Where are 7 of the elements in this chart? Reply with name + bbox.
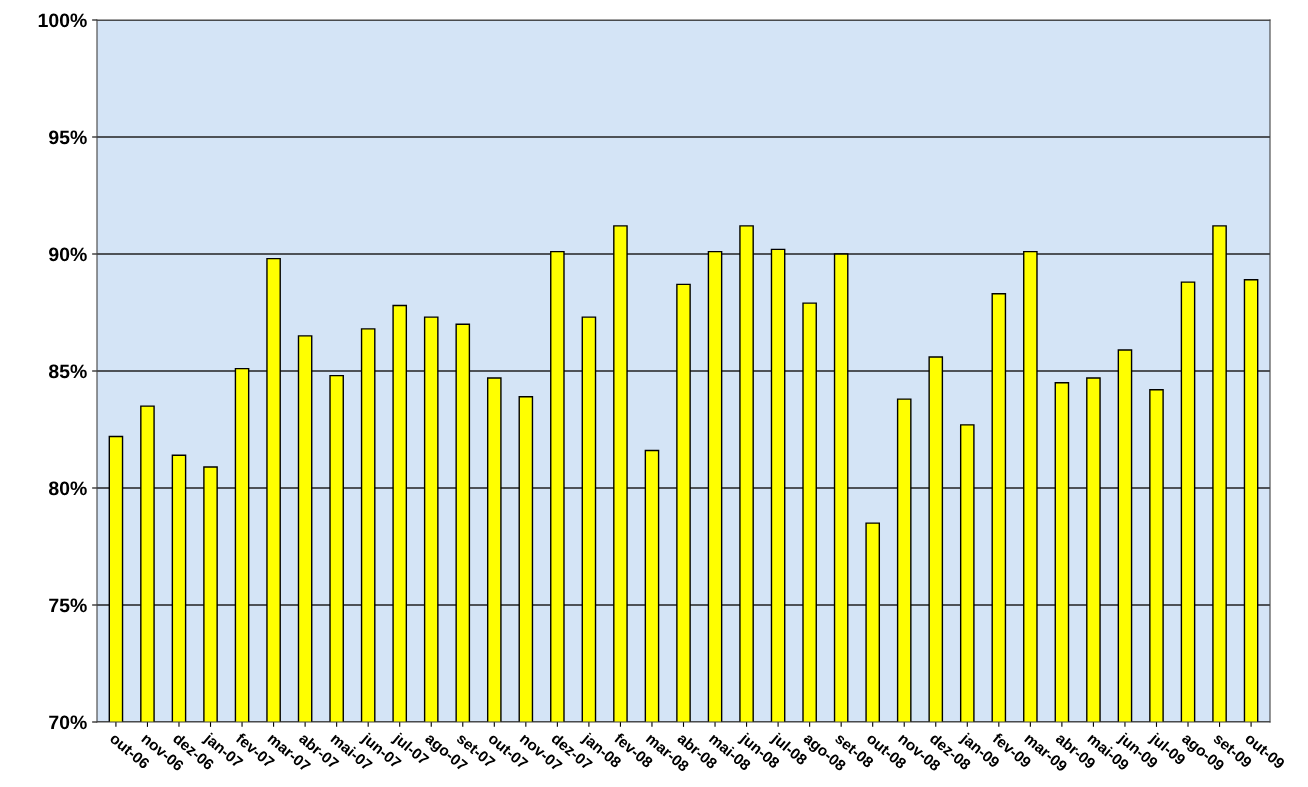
y-tick-label: 100%: [38, 13, 87, 28]
y-tick-label: 70%: [49, 715, 87, 730]
y-tick-label: 80%: [48, 481, 87, 496]
y-tick-label: 75%: [49, 598, 87, 613]
y-tick-label: 85%: [48, 364, 87, 379]
y-tick-label: 95%: [49, 130, 87, 145]
y-tick-label: 90%: [49, 247, 87, 262]
